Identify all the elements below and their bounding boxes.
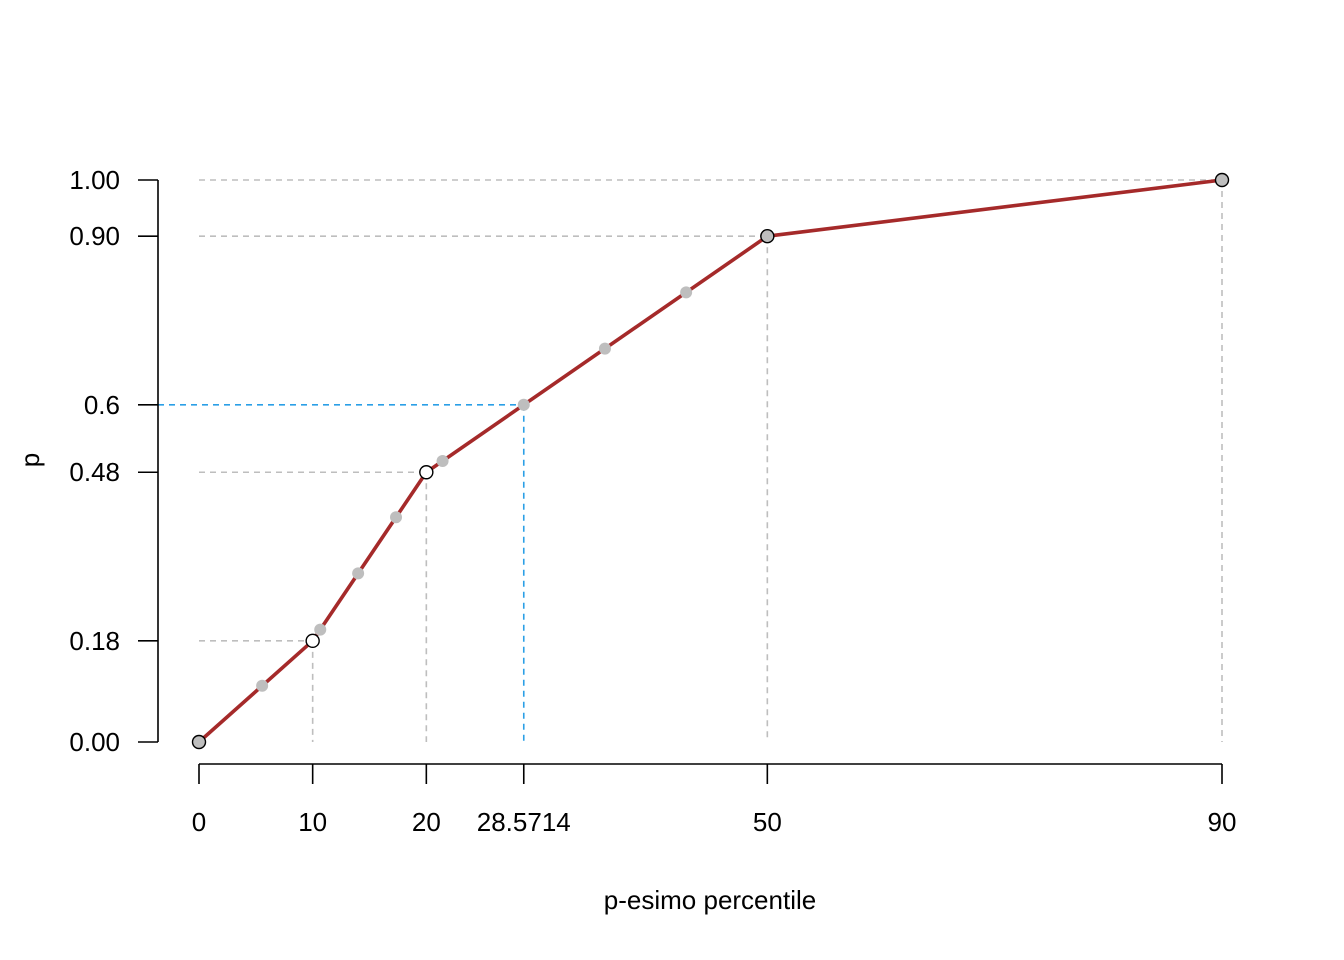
intermediate-point-7 <box>680 286 693 299</box>
knot-point-2 <box>419 465 434 480</box>
data-points <box>191 172 1230 750</box>
y-tick-label-2: 0.48 <box>69 457 120 487</box>
intermediate-point-0 <box>256 679 269 692</box>
x-tick-label-1: 10 <box>298 807 327 837</box>
knot-point-1 <box>305 633 320 649</box>
y-axis-title: p <box>15 453 45 467</box>
knot-point-3 <box>760 228 775 244</box>
data-series <box>197 178 1223 744</box>
reference-lines <box>158 179 1223 742</box>
y-tick-label-0: 0.00 <box>69 727 120 757</box>
x-tick-label-0: 0 <box>192 807 206 837</box>
x-axis-title: p-esimo percentile <box>604 885 816 915</box>
y-tick-label-1: 0.18 <box>69 626 120 656</box>
x-tick-label-5: 90 <box>1208 807 1237 837</box>
x-tick-label-3: 28.5714 <box>477 807 571 837</box>
intermediate-point-4 <box>436 455 449 467</box>
knot-point-4 <box>1214 172 1230 188</box>
intermediate-point-1 <box>314 623 327 636</box>
intermediate-point-3 <box>390 511 403 524</box>
y-tick-label-4: 0.90 <box>69 221 120 251</box>
intermediate-point-6 <box>598 342 611 355</box>
axes: 0.00 0.18 0.48 0.6 0.90 1.00 0 10 20 28.5714 50 90 <box>69 165 1236 837</box>
intermediate-point-5 <box>517 398 530 411</box>
y-tick-label-3: 0.6 <box>84 390 120 420</box>
knot-point-0 <box>191 734 207 750</box>
intermediate-point-2 <box>352 567 365 580</box>
y-tick-label-5: 1.00 <box>69 165 120 195</box>
x-tick-label-4: 50 <box>753 807 782 837</box>
x-tick-label-2: 20 <box>412 807 441 837</box>
series-line-0 <box>197 178 1223 744</box>
